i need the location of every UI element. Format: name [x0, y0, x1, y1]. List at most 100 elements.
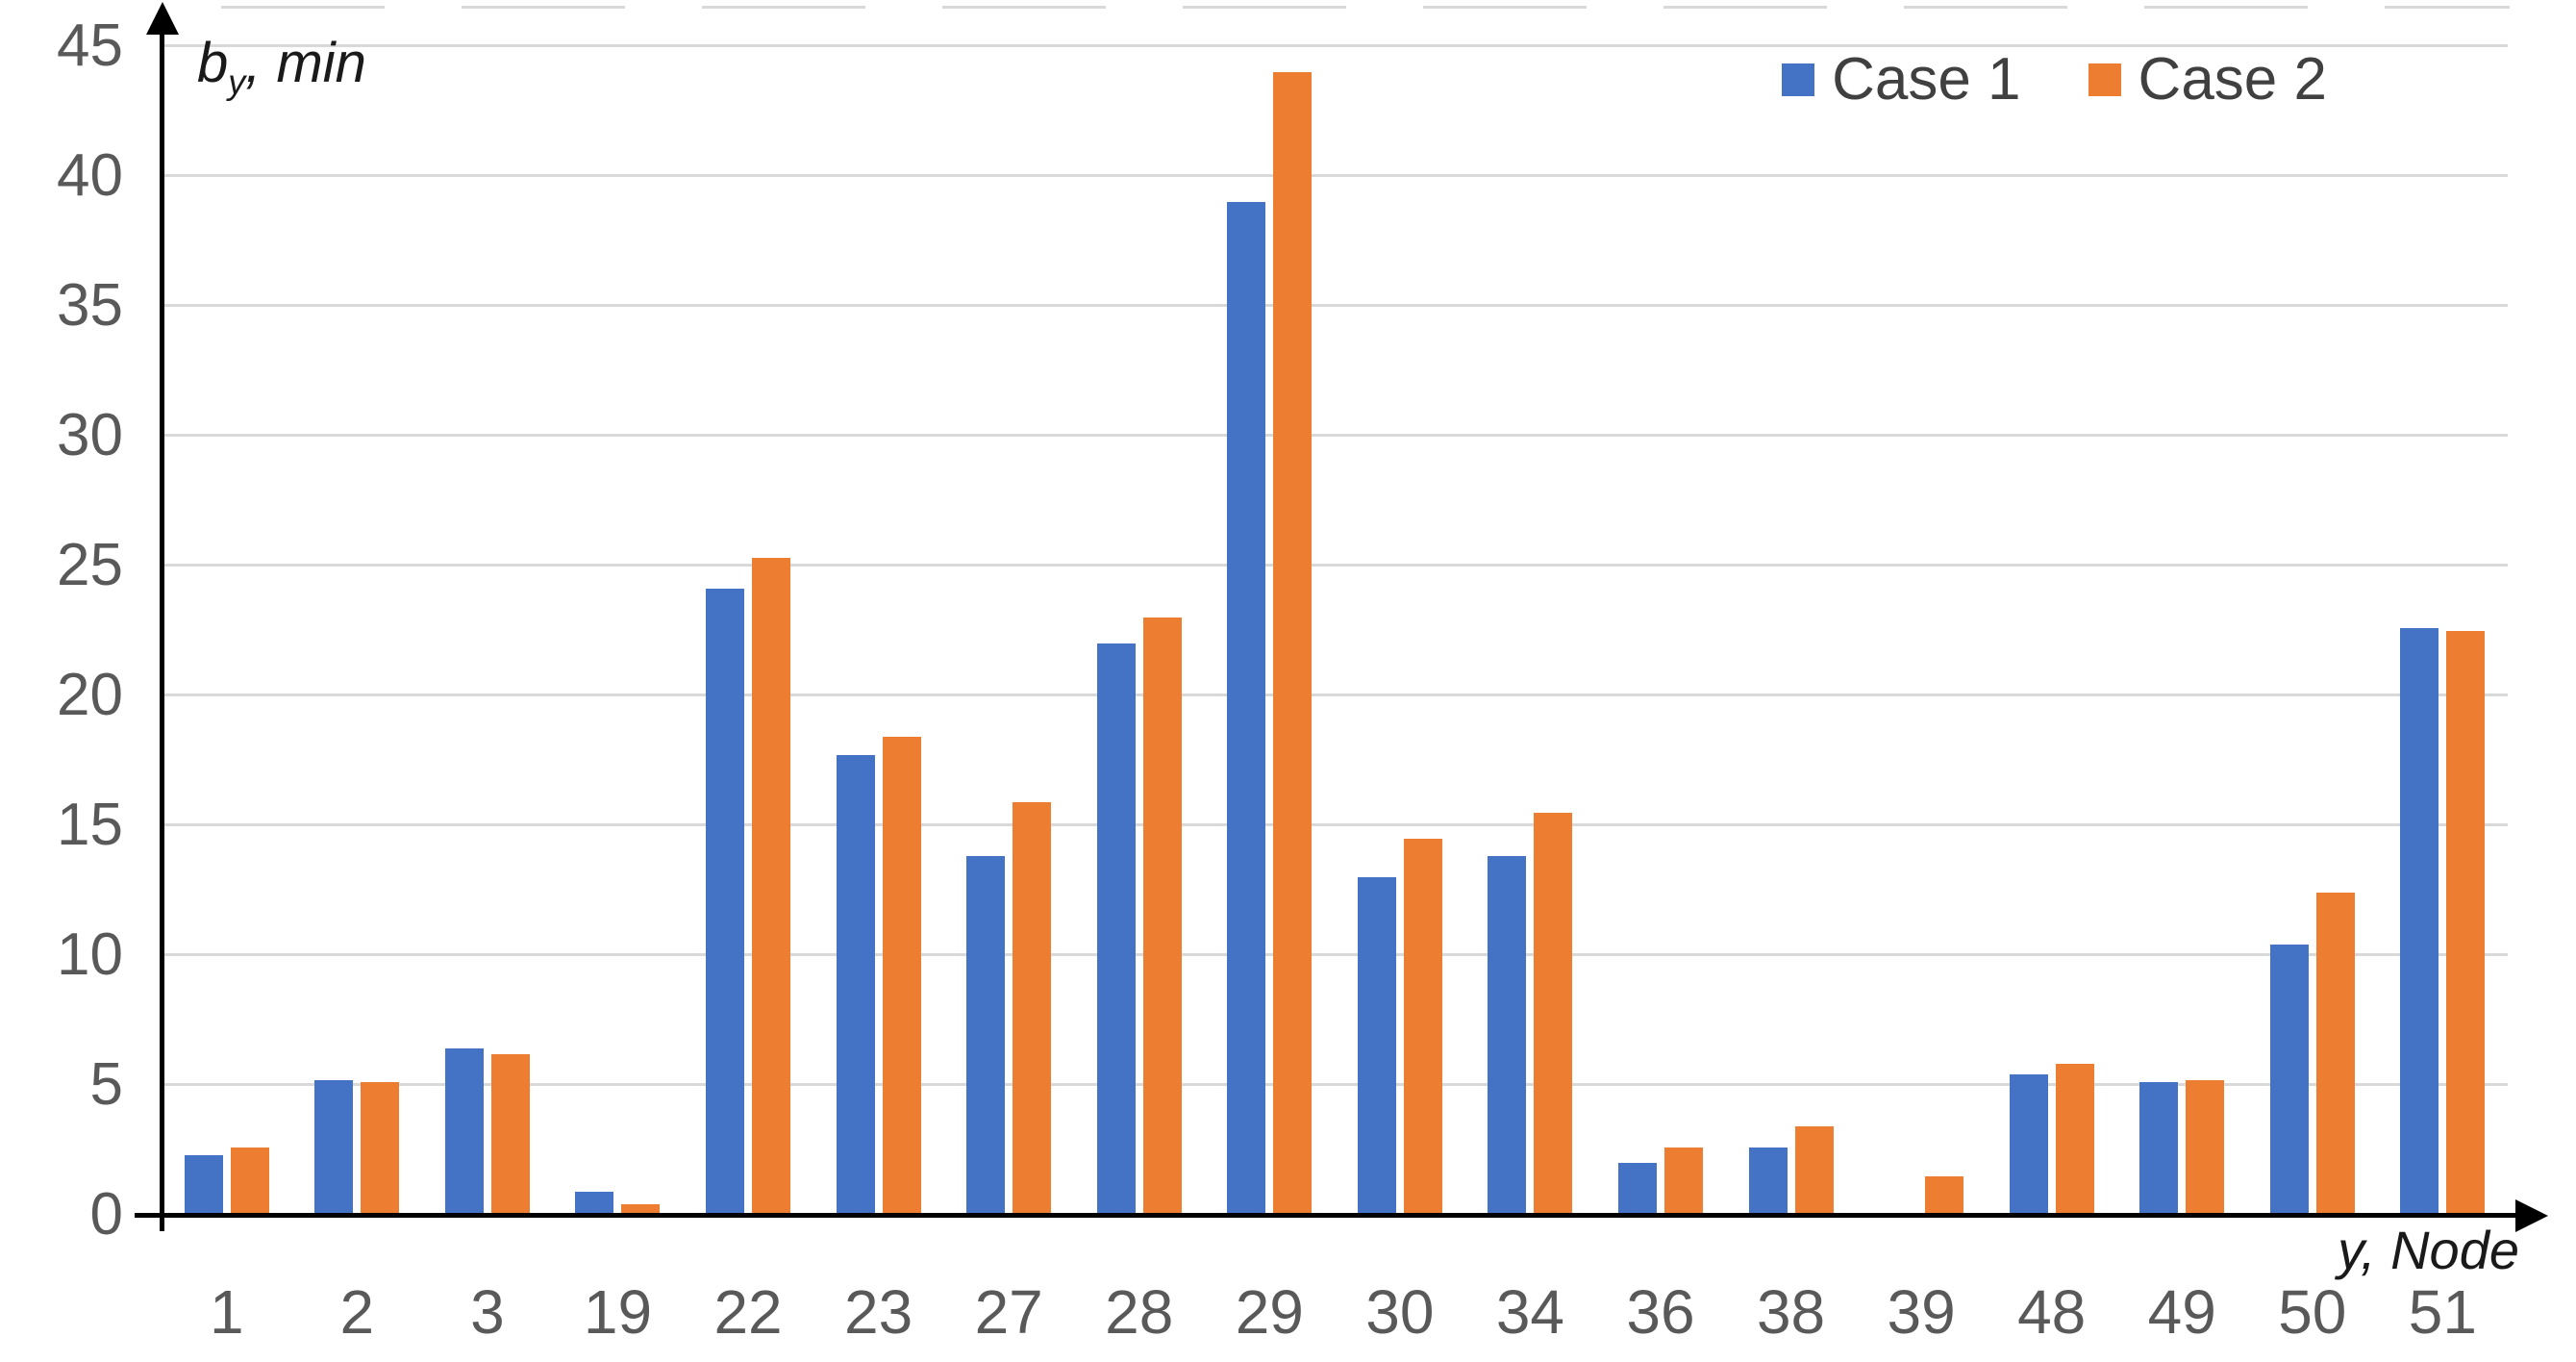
bar-case-1-node-22: [706, 589, 745, 1215]
bar-case-2-node-27: [1013, 801, 1052, 1215]
category-group: [2116, 46, 2247, 1215]
bar-case-2-node-48: [2055, 1064, 2094, 1215]
y-tick-label: 15: [57, 792, 123, 859]
x-tick-label: 51: [2408, 1277, 2477, 1347]
bar-case-2-node-34: [1534, 812, 1573, 1215]
x-axis-line: [135, 1213, 2519, 1218]
plot-area: [162, 44, 2508, 1215]
bar-case-1-node-1: [184, 1154, 223, 1215]
y-axis-title: by, min: [197, 33, 366, 101]
legend-swatch-icon: [2088, 63, 2121, 96]
bar-case-2-node-36: [1663, 1147, 1703, 1215]
bar-case-2-node-39: [1925, 1175, 1964, 1215]
x-tick-label: 3: [470, 1277, 505, 1347]
bar-case-2-node-50: [2315, 893, 2355, 1215]
category-group: [422, 46, 553, 1215]
bar-case-1-node-27: [966, 856, 1006, 1215]
bar-case-2-node-28: [1142, 618, 1182, 1215]
bar-case-1-node-38: [1748, 1147, 1788, 1215]
category-group: [553, 46, 684, 1215]
x-axis-arrow-icon: [2515, 1199, 2548, 1232]
x-tick-label: 23: [844, 1277, 913, 1347]
category-group: [1987, 46, 2117, 1215]
category-group: [1595, 46, 1726, 1215]
bars-layer: [162, 46, 2508, 1215]
bar-case-2-node-3: [490, 1053, 530, 1215]
gridline: [162, 564, 2508, 567]
bar-case-1-node-49: [2139, 1082, 2179, 1215]
y-axis-line: [160, 35, 164, 1231]
legend-item-case-2: Case 2: [2088, 50, 2327, 110]
x-tick-label: 22: [713, 1277, 783, 1347]
y-tick-label: 0: [89, 1181, 123, 1248]
category-group: [162, 46, 292, 1215]
gridline: [162, 823, 2508, 827]
bar-case-1-node-29: [1227, 202, 1266, 1215]
bar-case-1-node-36: [1617, 1163, 1657, 1215]
y-axis-title-rest: , min: [245, 32, 366, 94]
bar-case-1-node-28: [1096, 643, 1136, 1215]
x-tick-label: 48: [2017, 1277, 2087, 1347]
x-axis-labels: 1 2 3 19 22 23 27 28 29 30 34 36 38 39 48 49 50 51: [162, 1281, 2508, 1343]
bar-case-1-node-2: [314, 1079, 354, 1215]
x-tick-label: 19: [583, 1277, 653, 1347]
bar-case-2-node-19: [621, 1204, 661, 1215]
y-axis-arrow-icon: [146, 2, 179, 35]
gridline: [162, 174, 2508, 178]
x-tick-label: 38: [1756, 1277, 1826, 1347]
bar-case-1-node-51: [2400, 627, 2439, 1215]
legend: Case 1 Case 2: [1782, 50, 2327, 110]
y-axis-title-base: b: [197, 32, 229, 94]
category-group: [2378, 46, 2509, 1215]
bar-case-2-node-51: [2446, 630, 2486, 1215]
bar-case-2-node-2: [361, 1082, 400, 1215]
bar-case-2-node-30: [1403, 838, 1442, 1215]
bar-case-2-node-23: [882, 737, 921, 1215]
top-gridline: [221, 6, 2510, 9]
category-group: [1856, 46, 1987, 1215]
y-axis-labels: 0 5 10 15 20 25 30 35 40 45: [0, 16, 144, 1245]
y-tick-label: 45: [57, 13, 123, 79]
bar-case-2-node-49: [2186, 1079, 2225, 1215]
x-axis-title: y, Node: [2338, 1220, 2519, 1280]
category-group: [1726, 46, 1857, 1215]
bar-case-2-node-38: [1794, 1126, 1834, 1215]
bar-case-1-node-3: [444, 1048, 484, 1215]
y-tick-label: 10: [57, 921, 123, 989]
category-group: [813, 46, 944, 1215]
bar-case-1-node-19: [575, 1191, 614, 1215]
bar-case-1-node-23: [836, 755, 875, 1215]
gridline: [162, 44, 2508, 47]
x-tick-label: 30: [1365, 1277, 1435, 1347]
category-group: [292, 46, 423, 1215]
legend-label: Case 1: [1832, 46, 2021, 113]
x-tick-label: 1: [209, 1277, 244, 1347]
category-group: [1465, 46, 1596, 1215]
y-tick-label: 30: [57, 402, 123, 469]
y-tick-label: 25: [57, 532, 123, 598]
x-tick-label: 36: [1626, 1277, 1695, 1347]
x-tick-label: 2: [339, 1277, 375, 1347]
y-tick-label: 5: [89, 1051, 123, 1119]
x-tick-label: 27: [974, 1277, 1043, 1347]
category-group: [943, 46, 1074, 1215]
y-tick-label: 40: [57, 142, 123, 210]
x-tick-label: 28: [1105, 1277, 1174, 1347]
bar-case-1-node-50: [2269, 945, 2309, 1215]
bar-case-2-node-22: [752, 557, 791, 1215]
bar-case-1-node-48: [2009, 1074, 2048, 1215]
gridline: [162, 953, 2508, 957]
bar-case-2-node-1: [230, 1147, 269, 1215]
gridline: [162, 434, 2508, 438]
x-tick-label: 39: [1887, 1277, 1956, 1347]
y-tick-label: 35: [57, 272, 123, 339]
gridline: [162, 1083, 2508, 1087]
bar-case-1-node-34: [1488, 856, 1527, 1215]
gridline: [162, 694, 2508, 697]
legend-item-case-1: Case 1: [1782, 46, 2021, 113]
category-group: [1335, 46, 1465, 1215]
legend-label: Case 2: [2138, 46, 2327, 113]
legend-swatch-icon: [1782, 63, 1815, 96]
category-group: [1074, 46, 1205, 1215]
